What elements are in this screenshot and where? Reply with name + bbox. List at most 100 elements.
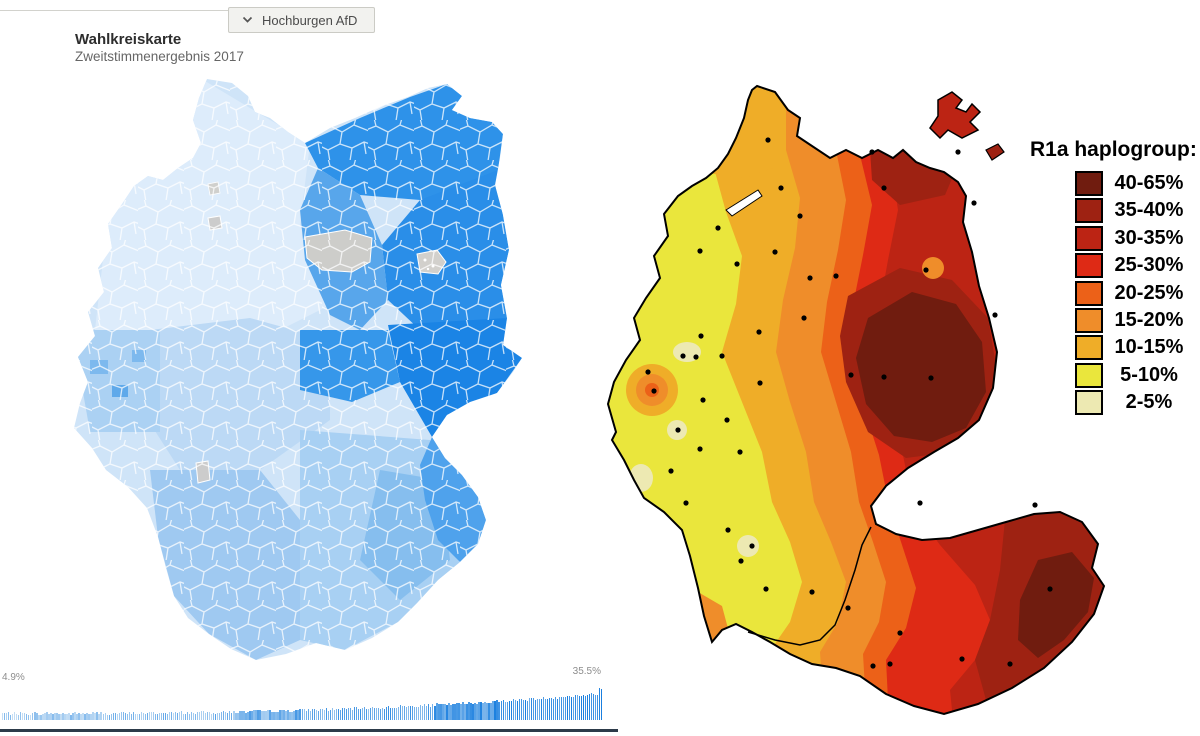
constituency-bar	[363, 706, 366, 720]
constituency-bar	[279, 709, 281, 720]
constituency-bar	[235, 712, 237, 720]
sample-point-dot	[778, 185, 784, 191]
sample-point-dot	[845, 605, 851, 611]
constituency-bar	[237, 712, 239, 720]
constituency-bar	[371, 706, 374, 720]
constituency-bar	[399, 705, 402, 720]
constituency-bar	[120, 712, 122, 720]
r1a-legend: R1a haplogroup: 40-65% 35-40% 30-35% 25-30%…	[1030, 138, 1200, 418]
band-40-65-saxony	[856, 292, 986, 442]
constituency-bar	[584, 695, 587, 720]
constituency-bar	[337, 709, 340, 720]
constituency-bar	[428, 703, 430, 720]
legend-item: 30-35%	[1075, 225, 1200, 251]
constituency-bar	[305, 711, 307, 720]
constituency-bar	[42, 713, 44, 720]
constituency-bar	[315, 710, 317, 720]
constituency-bar	[520, 699, 522, 720]
sample-point-dot	[719, 353, 725, 359]
constituency-bar	[566, 695, 569, 720]
constituency-bar	[518, 699, 520, 720]
constituency-bar	[500, 700, 502, 720]
sample-point-dot	[881, 185, 887, 191]
constituency-bar	[321, 709, 323, 720]
constituency-bar	[484, 702, 486, 720]
sample-point-dot	[917, 500, 923, 506]
constituency-bar	[536, 698, 539, 720]
constituency-bar	[156, 714, 159, 720]
constituency-bar	[82, 713, 84, 720]
constituency-bar	[166, 714, 169, 720]
sample-point-dot	[897, 630, 903, 636]
constituency-bar	[494, 701, 496, 720]
constituency-bar	[442, 704, 444, 720]
sample-point-dot	[683, 500, 689, 506]
constituency-bar	[273, 712, 275, 720]
constituency-bar	[28, 714, 30, 720]
constituency-bar	[148, 711, 151, 720]
constituency-bar	[528, 698, 530, 720]
constituency-bar	[522, 699, 524, 720]
constituency-bar	[98, 713, 100, 720]
constituency-bar	[391, 707, 394, 720]
constituency-bar	[526, 700, 528, 720]
constituency-bar	[12, 714, 14, 720]
constituency-bar	[88, 713, 90, 720]
sample-point-dot	[749, 543, 755, 549]
constituency-bar	[397, 706, 400, 720]
constituency-bar	[267, 709, 269, 720]
constituency-bar	[357, 709, 360, 720]
dropdown-label: Hochburgen AfD	[262, 12, 358, 28]
constituency-bar	[474, 702, 476, 720]
sample-point-dot	[971, 200, 977, 206]
constituency-bar	[530, 697, 532, 720]
spot-e-orange	[922, 257, 944, 279]
constituency-bar	[365, 709, 368, 720]
constituency-bar	[106, 714, 108, 720]
constituency-bar	[452, 703, 454, 720]
constituency-bar	[211, 713, 213, 720]
constituency-bar-strip[interactable]	[2, 684, 603, 720]
legend-swatch	[1075, 307, 1103, 333]
constituency-bar	[480, 701, 482, 720]
constituency-bar	[323, 710, 325, 720]
sample-point-dot	[724, 417, 730, 423]
legend-range-label: 40-65%	[1114, 172, 1184, 194]
page-subtitle: Zweitstimmenergebnis 2017	[75, 49, 244, 64]
constituency-bar	[414, 707, 416, 720]
constituency-bar	[40, 714, 42, 720]
constituency-bar	[426, 705, 428, 720]
constituency-bar	[291, 712, 293, 720]
constituency-bar	[74, 712, 76, 720]
constituency-bar	[351, 709, 354, 720]
constituency-bar	[118, 713, 120, 720]
constituency-bar	[126, 713, 128, 720]
constituency-bar	[194, 713, 197, 720]
constituency-bar	[207, 711, 209, 720]
constituency-bar	[353, 707, 356, 720]
spot-2-5	[737, 535, 759, 557]
wahlkreis-map[interactable]	[60, 70, 530, 680]
constituency-bar	[76, 713, 78, 720]
constituency-bar	[434, 705, 436, 720]
constituency-bar	[580, 695, 583, 720]
top-divider-rule	[0, 10, 228, 11]
constituency-bar	[130, 713, 132, 720]
constituency-bar	[416, 707, 418, 720]
constituency-bar	[84, 714, 86, 720]
constituency-bar	[190, 711, 193, 720]
constituency-bar	[239, 711, 241, 720]
constituency-bar	[516, 700, 518, 720]
constituency-bar	[373, 707, 376, 720]
legend-range-label: 2-5%	[1125, 391, 1173, 414]
constituency-bar	[188, 714, 191, 720]
map-mode-dropdown[interactable]: Hochburgen AfD	[228, 7, 375, 33]
constituency-bar	[510, 701, 512, 720]
sample-point-dot	[923, 267, 929, 273]
sample-point-dot	[697, 446, 703, 452]
constituency-bar	[472, 703, 474, 720]
sample-point-dot	[848, 372, 854, 378]
constituency-bar	[104, 712, 106, 720]
constituency-bar	[564, 697, 567, 720]
constituency-bar	[184, 713, 187, 720]
